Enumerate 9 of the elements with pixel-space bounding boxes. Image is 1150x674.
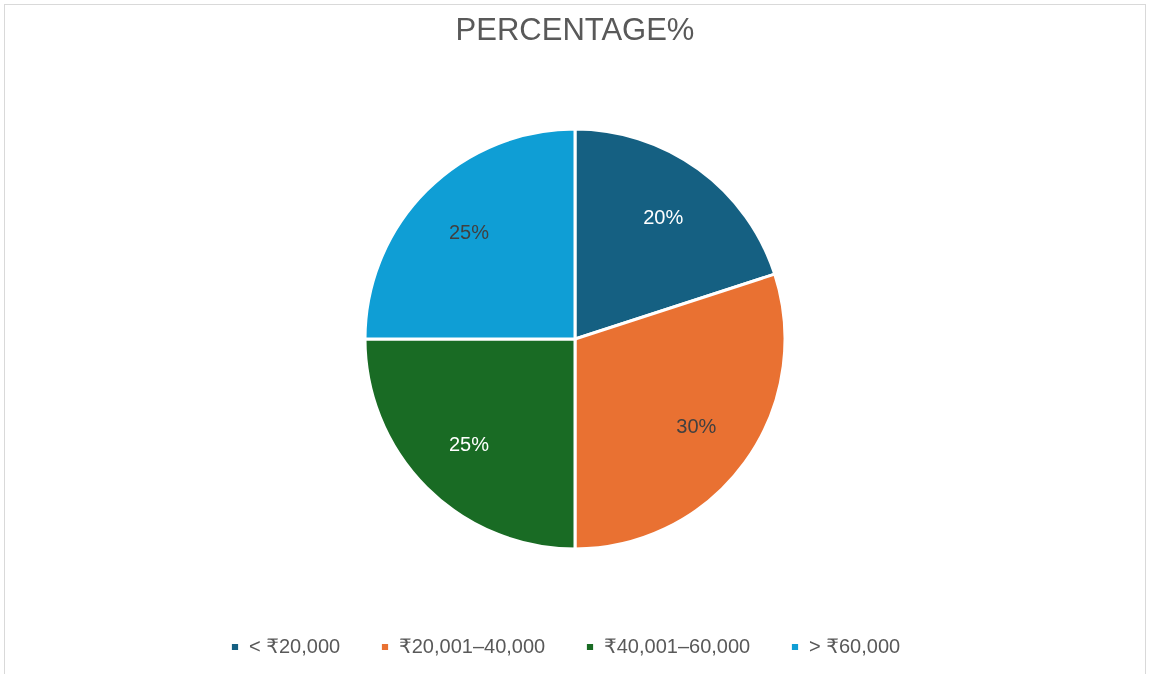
data-label: 20% (643, 205, 684, 228)
legend-label: ₹20,001–40,000 (399, 635, 546, 657)
legend-label: < ₹20,000 (249, 635, 341, 657)
chart-title: PERCENTAGE% (455, 12, 695, 47)
legend-label: ₹40,001–60,000 (604, 635, 751, 657)
legend-label: > ₹60,000 (809, 635, 901, 657)
data-label: 25% (448, 220, 490, 243)
data-label: 30% (676, 415, 717, 438)
data-label: 25% (448, 433, 490, 456)
